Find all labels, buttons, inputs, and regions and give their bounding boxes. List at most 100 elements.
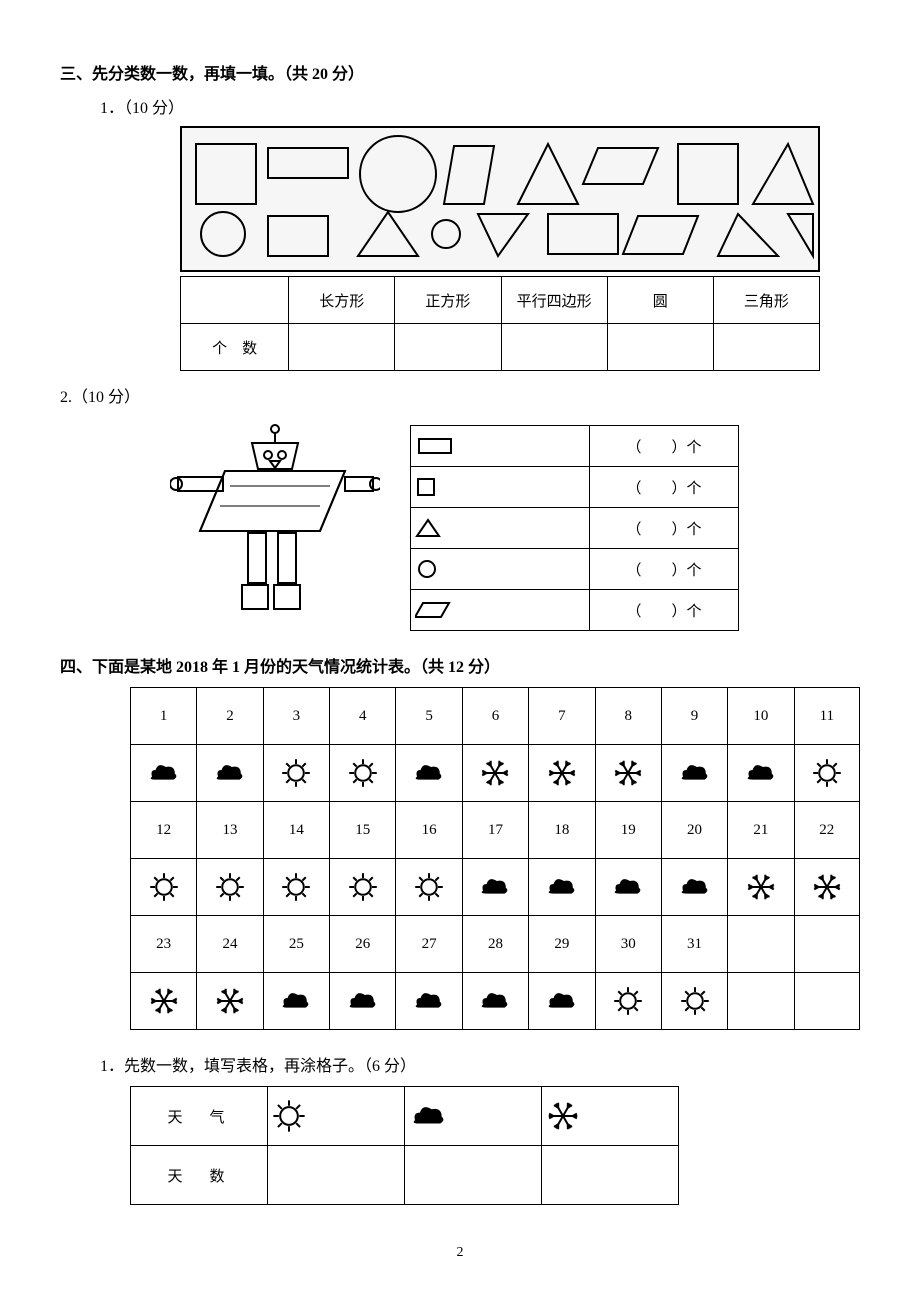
weather-icon-cell — [595, 745, 661, 802]
date-cell: 20 — [661, 802, 727, 859]
weather-icon-cell — [794, 745, 859, 802]
weather-icon-cell — [131, 859, 197, 916]
weather-icon-cell — [197, 973, 263, 1030]
weather-icon-cell — [728, 745, 794, 802]
date-cell: 30 — [595, 916, 661, 973]
weather-icon-cell — [131, 745, 197, 802]
table-row: 天 气 — [131, 1087, 679, 1146]
shape-icon-cell — [411, 426, 590, 467]
date-cell: 24 — [197, 916, 263, 973]
shape-icon-cell — [411, 549, 590, 590]
q3-2-table: （ ）个 （ ）个 （ ）个 （ ）个 （ ）个 — [410, 425, 739, 631]
weather-icon-cell — [661, 859, 727, 916]
answer-cell[interactable] — [542, 1146, 679, 1205]
rect-wide-icon — [415, 436, 455, 456]
weather-calendar-table: 1234567891011 1213141516171819202122 — [130, 687, 860, 1030]
cell-header: 圆 — [607, 277, 713, 324]
weather-icon-cell — [661, 745, 727, 802]
answer-cell[interactable]: （ ）个 — [590, 508, 739, 549]
date-cell: 25 — [263, 916, 329, 973]
date-cell: 13 — [197, 802, 263, 859]
answer-cell[interactable] — [607, 324, 713, 371]
date-cell: 27 — [396, 916, 462, 973]
date-cell: 18 — [529, 802, 595, 859]
weather-summary-table: 天 气 天 数 — [130, 1086, 679, 1205]
weather-icon-cell — [529, 745, 595, 802]
table-row — [131, 973, 860, 1030]
weather-icon-cell — [263, 973, 329, 1030]
table-row: （ ）个 — [411, 508, 739, 549]
weather-icon-cell — [728, 859, 794, 916]
weather-icon-cell — [462, 973, 528, 1030]
table-row: 长方形 正方形 平行四边形 圆 三角形 — [181, 277, 820, 324]
shape-icon-cell — [411, 508, 590, 549]
row-label: 天 数 — [131, 1146, 268, 1205]
answer-cell[interactable] — [268, 1146, 405, 1205]
q3-2-label: 2.（10 分） — [60, 383, 140, 407]
date-cell: 8 — [595, 688, 661, 745]
q3-1-shapes-figure — [180, 126, 820, 272]
weather-icon-cell — [396, 973, 462, 1030]
weather-icon-cell — [131, 973, 197, 1030]
answer-cell[interactable]: （ ）个 — [590, 590, 739, 631]
weather-icon-cell — [728, 973, 794, 1030]
answer-cell[interactable]: （ ）个 — [590, 467, 739, 508]
row-label: 个 数 — [181, 324, 289, 371]
shape-icon-cell — [411, 467, 590, 508]
square-icon — [415, 476, 439, 498]
date-cell: 10 — [728, 688, 794, 745]
table-row: 1213141516171819202122 — [131, 802, 860, 859]
cell-header: 三角形 — [713, 277, 819, 324]
cell-header: 长方形 — [289, 277, 395, 324]
icon-cell — [405, 1087, 542, 1146]
date-cell: 6 — [462, 688, 528, 745]
date-cell: 9 — [661, 688, 727, 745]
answer-cell[interactable] — [289, 324, 395, 371]
table-row: （ ）个 — [411, 549, 739, 590]
icon-cell — [268, 1087, 405, 1146]
date-cell: 17 — [462, 802, 528, 859]
weather-icon-cell — [197, 859, 263, 916]
circle-icon — [415, 558, 439, 580]
weather-icon-cell — [794, 973, 859, 1030]
page-number: 2 — [60, 1245, 860, 1261]
date-cell — [728, 916, 794, 973]
weather-icon-cell — [263, 859, 329, 916]
date-cell: 5 — [396, 688, 462, 745]
answer-cell[interactable]: （ ）个 — [590, 426, 739, 467]
sun-icon — [272, 1099, 400, 1133]
weather-icon-cell — [330, 745, 396, 802]
answer-cell[interactable] — [713, 324, 819, 371]
weather-icon-cell — [197, 745, 263, 802]
table-row: （ ）个 — [411, 590, 739, 631]
date-cell: 19 — [595, 802, 661, 859]
cell-blank — [181, 277, 289, 324]
parallelogram-icon — [415, 600, 451, 620]
snow-icon — [546, 1099, 674, 1133]
row-label: 天 气 — [131, 1087, 268, 1146]
answer-cell[interactable]: （ ）个 — [590, 549, 739, 590]
answer-cell[interactable] — [395, 324, 501, 371]
table-row — [131, 745, 860, 802]
table-row: 天 数 — [131, 1146, 679, 1205]
weather-icon-cell — [529, 859, 595, 916]
weather-icon-cell — [263, 745, 329, 802]
answer-cell[interactable] — [405, 1146, 542, 1205]
icon-cell — [542, 1087, 679, 1146]
date-cell: 3 — [263, 688, 329, 745]
weather-icon-cell — [462, 745, 528, 802]
q3-1-label: 1．（10 分） — [100, 94, 860, 118]
date-cell: 11 — [794, 688, 859, 745]
weather-icon-cell — [529, 973, 595, 1030]
date-cell: 1 — [131, 688, 197, 745]
answer-cell[interactable] — [501, 324, 607, 371]
date-cell: 28 — [462, 916, 528, 973]
date-cell: 22 — [794, 802, 859, 859]
weather-icon-cell — [330, 973, 396, 1030]
triangle-icon — [415, 517, 441, 539]
table-row — [131, 859, 860, 916]
cloud-icon — [409, 1099, 537, 1133]
weather-icon-cell — [794, 859, 859, 916]
q4-1-label: 1．先数一数，填写表格，再涂格子。（6 分） — [100, 1052, 860, 1076]
q3-1-table: 长方形 正方形 平行四边形 圆 三角形 个 数 — [180, 276, 820, 371]
